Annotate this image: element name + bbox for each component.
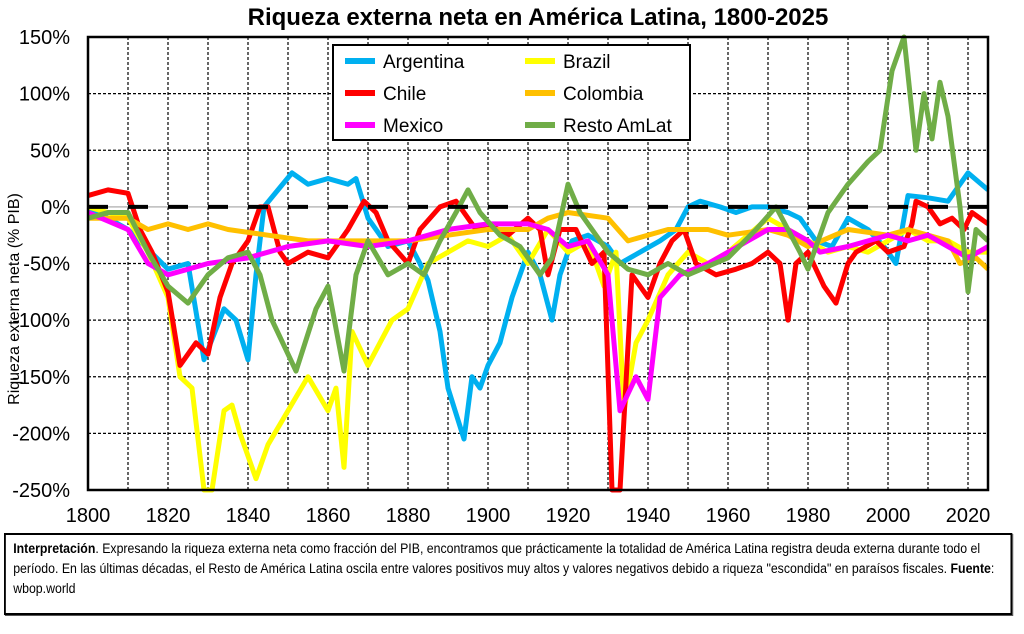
series-line-colombia [88,210,990,271]
x-tick-label: 1860 [306,505,351,527]
legend-label: Brazil [563,52,611,73]
y-tick-label: -50% [23,254,70,276]
y-tick-label: -250% [12,480,70,502]
x-tick-label: 2020 [946,505,991,527]
y-tick-label: 50% [30,140,70,162]
x-tick-label: 1920 [546,505,591,527]
series-line-argentina [86,170,990,442]
x-tick-label: 1820 [146,505,191,527]
y-axis-label: Riqueza externa neta (% PIB) [6,193,23,405]
y-tick-label: -150% [12,367,70,389]
x-tick-label: 2000 [866,505,911,527]
note-text: . Expresando la riqueza externa neta com… [13,541,981,576]
interpretation-note: Interpretación. Expresando la riqueza ex… [4,533,1013,615]
x-tick-label: 1960 [706,505,751,527]
note-label: Interpretación [13,541,96,556]
series-line-mexico [87,210,990,414]
x-tick-label: 1980 [786,505,831,527]
source-label: Fuente [950,561,991,576]
legend-box [332,44,691,141]
y-tick-label: -200% [12,423,70,445]
y-tick-label: -100% [12,310,70,332]
line-chart: 150% 100% 50% 0% -50% -100% -150% -200% -250% 180… [12,27,991,527]
y-tick-label: 100% [19,84,70,106]
plot-area-border [86,35,990,492]
legend-label: Argentina [383,52,465,73]
x-tick-label: 1840 [226,505,271,527]
y-tick-label: 150% [19,27,70,49]
source-text: : wbop.world [13,561,995,596]
legend-label: Mexico [383,116,443,137]
legend-label: Resto AmLat [563,116,672,137]
x-tick-label: 1940 [626,505,671,527]
legend-label: Chile [383,84,426,105]
series-line-resto-amlat [87,34,990,374]
x-tick-label: 1800 [66,505,111,527]
x-tick-label: 1880 [386,505,431,527]
x-tick-label: 1900 [466,505,511,527]
legend-label: Colombia [563,84,644,105]
chart-title: Riqueza externa neta en América Latina, … [247,4,829,31]
series-line-chile [87,187,990,493]
series-line-brazil [87,204,988,493]
y-tick-label: 0% [41,197,70,219]
